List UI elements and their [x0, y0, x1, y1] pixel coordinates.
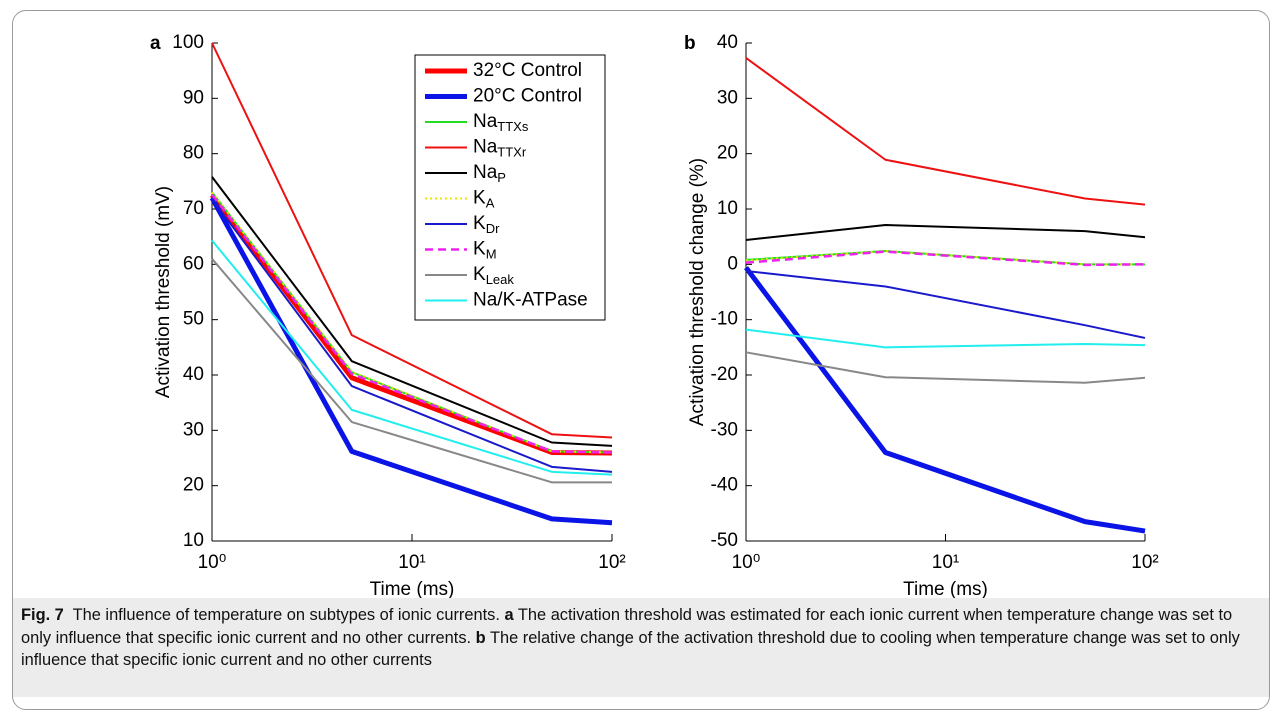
y-tick-label: 0 [727, 253, 738, 274]
panel-label: a [150, 33, 161, 54]
legend-subscript: A [486, 196, 495, 211]
legend-subscript: Dr [486, 221, 500, 236]
y-tick-label: 30 [183, 419, 204, 440]
legend-label: KDr [473, 213, 500, 236]
y-tick-label: 100 [172, 32, 204, 53]
series-line [211, 198, 613, 473]
caption-letter: a [504, 606, 514, 624]
series-line [745, 269, 1146, 339]
legend-label: KLeak [473, 264, 514, 287]
x-axis-label: Time (ms) [370, 579, 455, 598]
x-tick-label: 10² [598, 552, 625, 573]
legend-label: 20°C Control [473, 86, 582, 107]
y-axis-label: Activation threshold (mV) [153, 186, 174, 398]
legend-label: NaTTXr [473, 137, 527, 160]
y-tick-label: 40 [183, 364, 204, 385]
caption-text: The influence of temperature on subtypes… [72, 606, 500, 624]
y-tick-label: 10 [183, 530, 204, 551]
legend-subscript: TTXr [497, 145, 527, 160]
y-tick-label: -50 [711, 530, 738, 551]
legend-name: Na [473, 111, 498, 132]
series-line [211, 258, 612, 484]
legend-label: NaP [473, 162, 506, 185]
caption: Fig. 7 The influence of temperature on s… [13, 598, 1269, 697]
legend-label: NaTTXs [473, 111, 529, 134]
legend-label: 32°C Control [473, 60, 582, 81]
legend-name: K [473, 239, 486, 260]
x-tick-label: 10⁰ [732, 552, 761, 573]
y-tick-label: -30 [711, 419, 738, 440]
y-tick-label: 70 [183, 198, 204, 219]
y-tick-label: 50 [183, 309, 204, 330]
y-tick-label: 10 [717, 198, 738, 219]
panel-label: b [684, 33, 696, 54]
x-tick-label: 10¹ [398, 552, 425, 573]
series-line [745, 250, 1145, 266]
series-line [745, 57, 1146, 206]
caption-text: The activation threshold was estimated f… [21, 606, 1233, 647]
legend-label: KM [473, 239, 497, 262]
legend-name: K [473, 188, 486, 209]
series-line [211, 193, 613, 454]
series-line [744, 266, 1146, 534]
x-axis-label: Time (ms) [903, 579, 988, 598]
y-tick-label: 40 [717, 32, 738, 53]
x-tick-label: 10¹ [932, 552, 959, 573]
series-line [211, 42, 613, 439]
series-line [745, 250, 1146, 267]
x-tick-label: 10⁰ [198, 552, 227, 573]
y-tick-label: -10 [711, 309, 738, 330]
legend-name: Na [473, 137, 498, 158]
y-tick-label: 90 [183, 87, 204, 108]
legend-name: K [473, 264, 486, 285]
legend-name: Na/K-ATPase [473, 290, 588, 311]
caption-letter: b [475, 628, 486, 647]
y-axis-label: Activation threshold change (%) [687, 158, 708, 426]
legend-subscript: Leak [486, 272, 515, 287]
y-tick-label: 20 [183, 475, 204, 496]
legend-label: KA [473, 188, 495, 211]
y-tick-label: 30 [717, 87, 738, 108]
y-tick-label: -20 [711, 364, 738, 385]
y-tick-label: 80 [183, 143, 204, 164]
legend-subscript: P [497, 170, 506, 185]
series-line [211, 239, 613, 476]
series-line [745, 328, 1146, 349]
x-tick-label: 10² [1131, 552, 1158, 573]
caption-text: The relative change of the activation th… [21, 628, 1240, 670]
y-tick-label: 60 [183, 253, 204, 274]
y-tick-label: -40 [711, 475, 738, 496]
legend-subscript: TTXs [497, 119, 529, 134]
series-line [745, 224, 1146, 241]
legend-name: Na [473, 162, 498, 183]
legend-name: K [473, 213, 486, 234]
legend-name: 32°C Control [473, 60, 582, 81]
figure-number: Fig. 7 [21, 606, 64, 624]
legend-label: Na/K-ATPase [473, 290, 588, 311]
series-line [745, 250, 1145, 266]
series-line [745, 351, 1146, 384]
series-line [211, 176, 613, 447]
legend-name: 20°C Control [473, 86, 582, 107]
y-tick-label: 20 [717, 143, 738, 164]
legend-subscript: M [486, 247, 497, 262]
